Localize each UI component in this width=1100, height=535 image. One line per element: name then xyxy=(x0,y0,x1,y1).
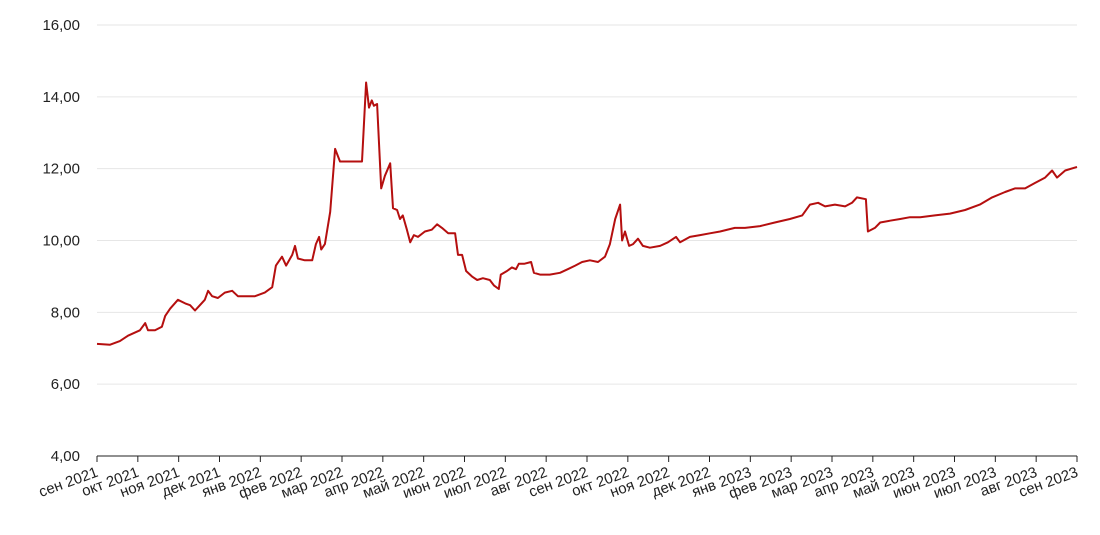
y-tick-label: 14,00 xyxy=(42,89,80,106)
line xyxy=(96,81,1078,346)
y-tick-label: 6,00 xyxy=(51,376,80,393)
y-tick-label: 8,00 xyxy=(51,304,80,321)
y-tick-label: 16,00 xyxy=(42,17,80,34)
y-tick-label: 4,00 xyxy=(51,448,80,465)
y-tick-label: 10,00 xyxy=(42,233,80,250)
y-tick-label: 12,00 xyxy=(42,161,80,178)
